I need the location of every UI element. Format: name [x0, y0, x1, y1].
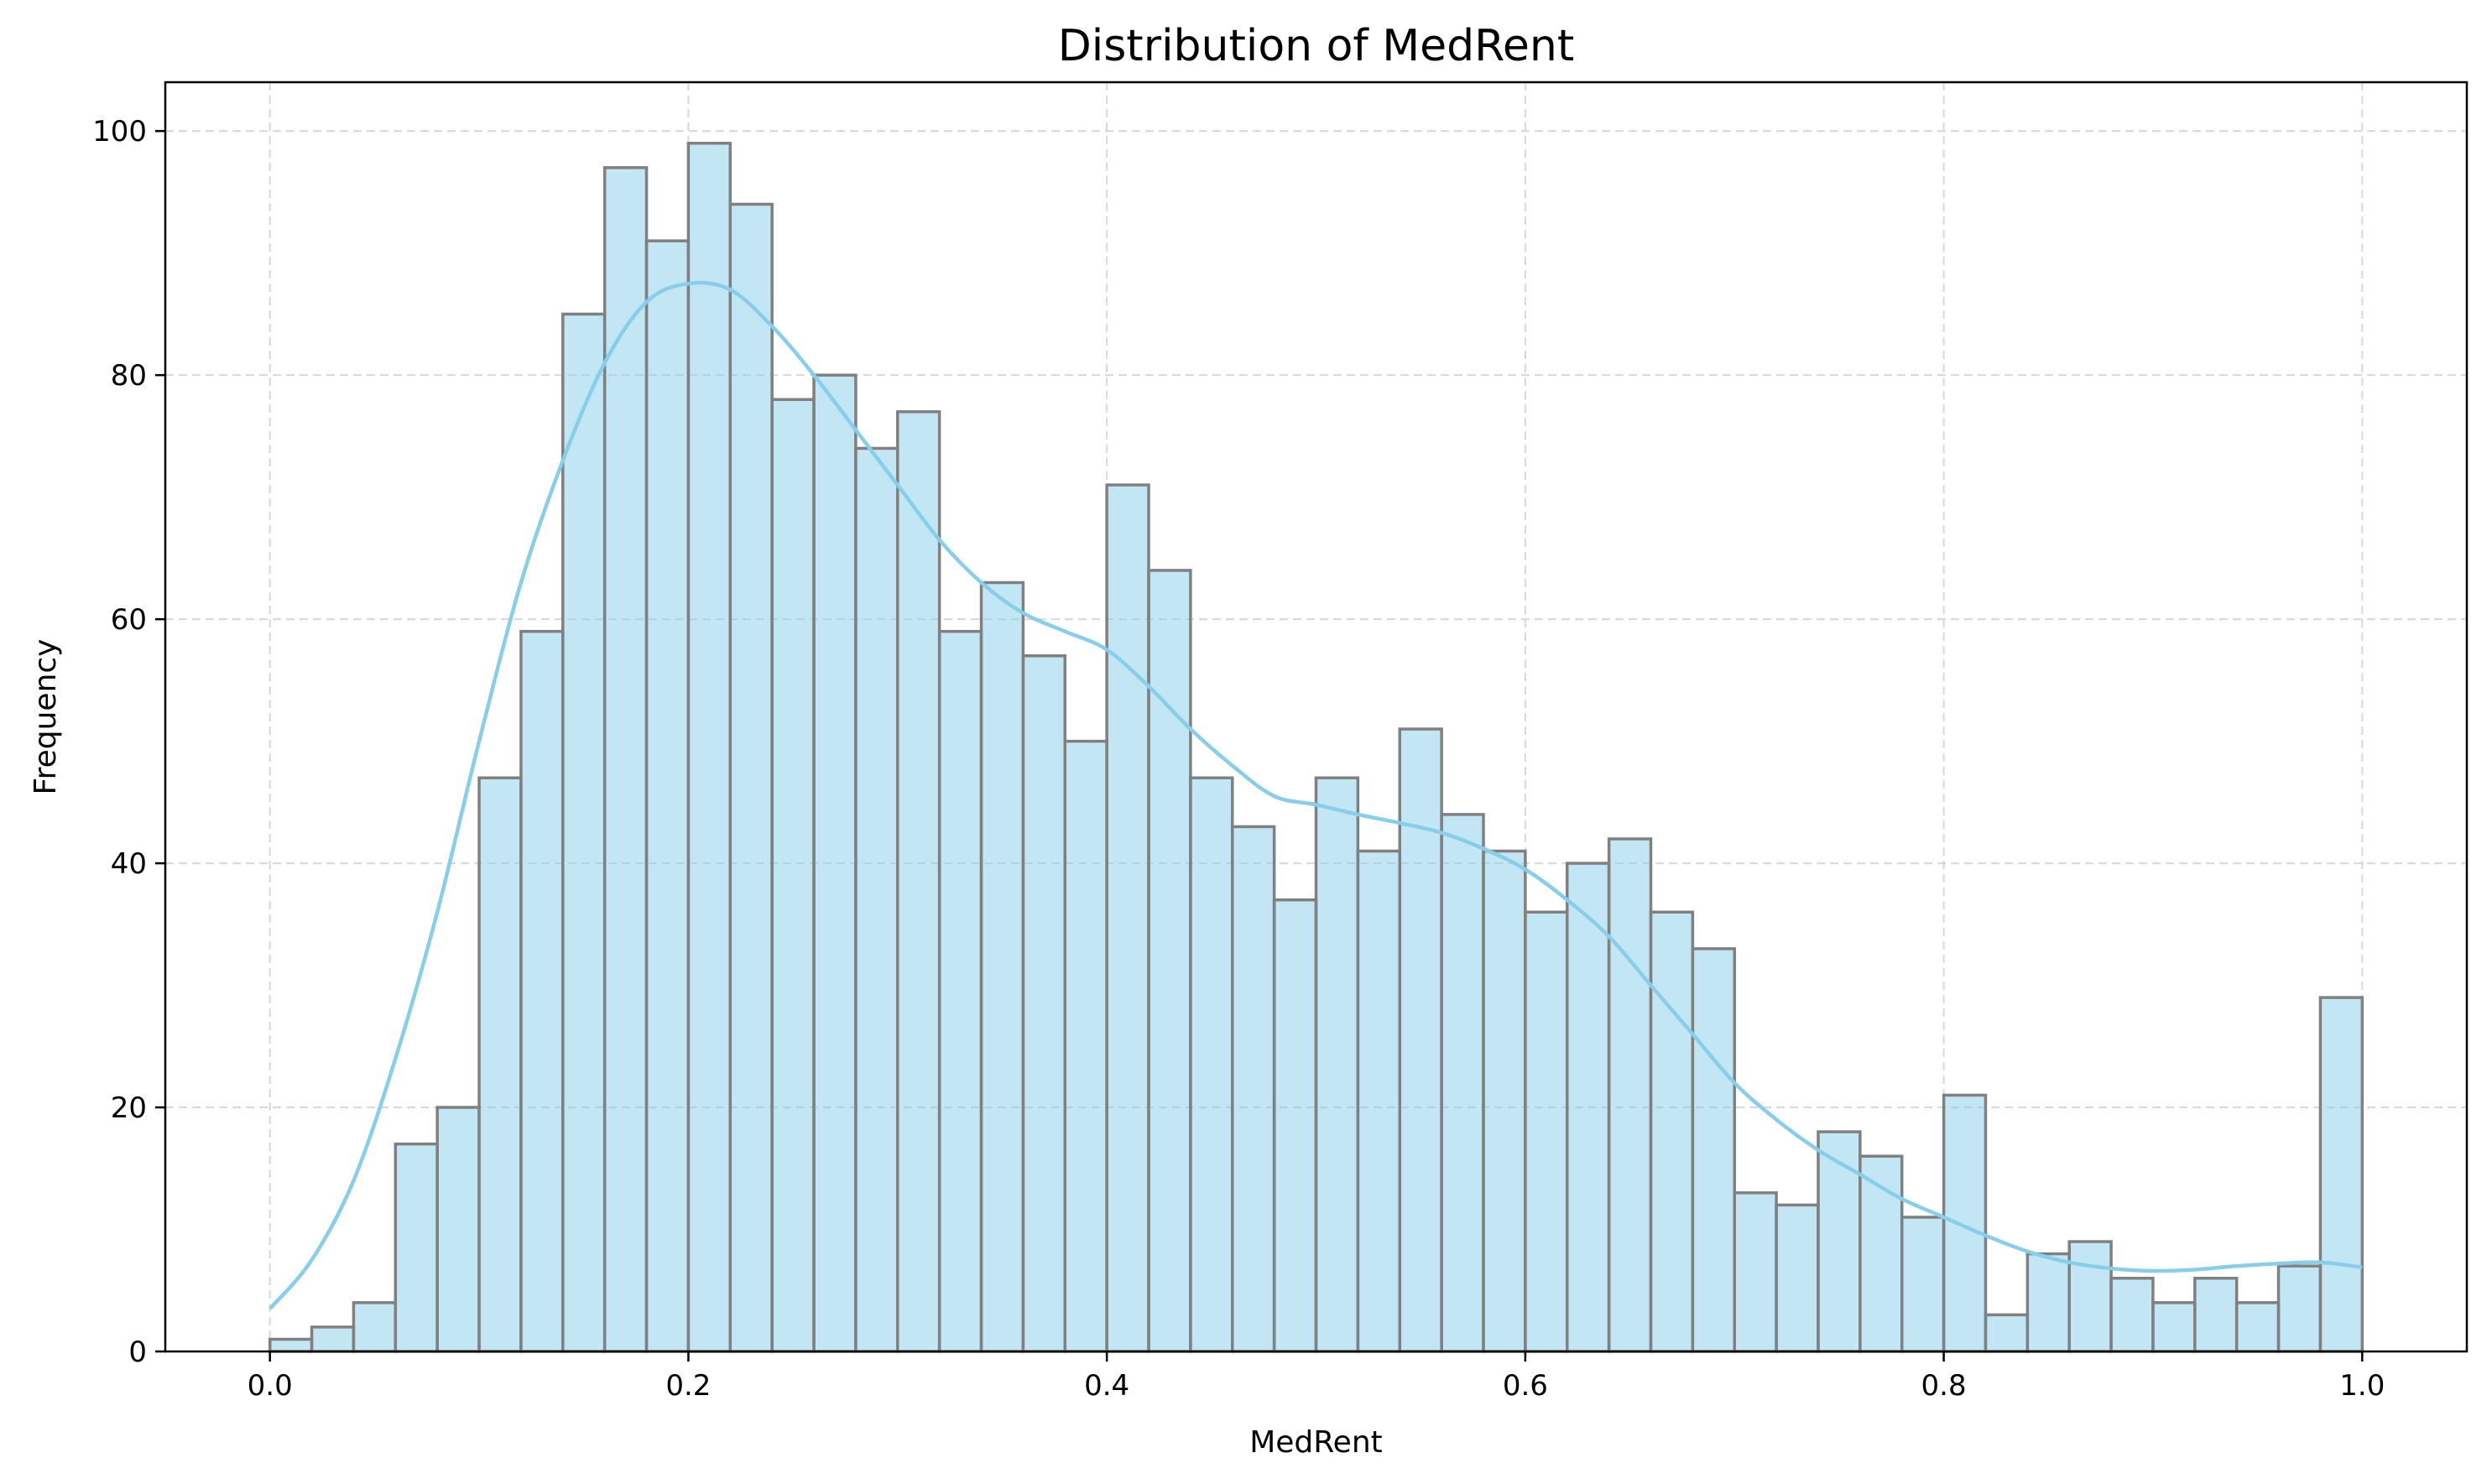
kde-curve [268, 280, 2363, 1310]
histogram-bar-29 [1482, 849, 1527, 1353]
x-axis-label: MedRent [1249, 1425, 1383, 1460]
histogram-bar-4 [435, 1106, 481, 1353]
histogram-bar-7 [561, 312, 607, 1353]
histogram-bar-36 [1775, 1203, 1820, 1353]
histogram-bar-47 [2234, 1301, 2281, 1353]
histogram-bar-22 [1189, 776, 1234, 1353]
histogram-bar-17 [979, 581, 1025, 1353]
histogram-bar-16 [937, 629, 983, 1353]
histogram-bar-6 [519, 629, 565, 1353]
chart-title: Distribution of MedRent [1058, 21, 1575, 71]
histogram-bar-14 [854, 446, 899, 1353]
histogram-bar-0 [268, 1337, 314, 1353]
x-tick-label-3: 0.6 [1503, 1369, 1548, 1403]
histogram-bar-24 [1272, 898, 1318, 1353]
y-tick-label-4: 80 [111, 359, 147, 393]
histogram-bar-23 [1231, 825, 1276, 1353]
histogram-bar-48 [2276, 1264, 2323, 1353]
histogram-bar-41 [1984, 1313, 2030, 1353]
histogram-bar-27 [1398, 727, 1443, 1353]
y-tick-label-2: 40 [111, 847, 147, 881]
x-tick-label-4: 0.8 [1921, 1369, 1967, 1403]
histogram-bar-5 [477, 776, 523, 1353]
histogram-bar-45 [2151, 1301, 2197, 1353]
histogram-bar-20 [1105, 483, 1150, 1353]
histogram-bar-49 [2318, 996, 2364, 1353]
histogram-bar-40 [1942, 1093, 1988, 1353]
histogram-bar-46 [2193, 1276, 2239, 1353]
histogram-bar-44 [2109, 1276, 2155, 1353]
y-axis-label: Frequency [29, 639, 63, 795]
histogram-bar-21 [1147, 569, 1192, 1353]
histogram-bar-30 [1524, 910, 1569, 1353]
y-tick-label-5: 100 [92, 115, 147, 148]
x-tick-label-2: 0.4 [1084, 1369, 1129, 1403]
x-tick-label-1: 0.2 [665, 1369, 711, 1403]
plot-frame [164, 81, 2469, 1353]
histogram-bar-42 [2025, 1252, 2071, 1353]
histogram-bar-19 [1063, 739, 1108, 1353]
y-axis-ticks: 0 20 40 60 80 100 [92, 115, 165, 1369]
histogram-bar-43 [2067, 1240, 2113, 1353]
y-tick-label-0: 0 [128, 1336, 147, 1369]
x-tick-label-5: 1.0 [2339, 1369, 2385, 1403]
histogram-bar-18 [1021, 654, 1067, 1353]
histogram-bar-11 [728, 202, 774, 1353]
histogram-bar-39 [1900, 1216, 1946, 1353]
histogram-bar-9 [644, 239, 691, 1353]
histogram-bar-26 [1356, 849, 1401, 1353]
x-axis-ticks: 0.0 0.2 0.4 0.6 0.8 1.0 [248, 1351, 2385, 1403]
histogram-bar-10 [686, 141, 732, 1353]
histogram-bar-8 [602, 166, 649, 1353]
histogram-bar-2 [352, 1301, 398, 1353]
histogram-bar-1 [310, 1325, 356, 1353]
histogram-bar-33 [1649, 910, 1695, 1353]
histogram-bar-32 [1607, 837, 1653, 1353]
histogram-bars [268, 141, 2364, 1353]
y-tick-label-1: 20 [111, 1091, 147, 1125]
histogram-bar-12 [770, 398, 816, 1353]
histogram-bar-15 [896, 410, 941, 1353]
histogram-bar-34 [1691, 947, 1736, 1353]
x-tick-label-0: 0.0 [248, 1369, 293, 1403]
histogram-bar-3 [394, 1142, 439, 1353]
histogram-bar-28 [1440, 813, 1485, 1353]
histogram-bar-13 [812, 373, 858, 1353]
y-tick-label-3: 60 [111, 603, 147, 637]
histogram-bar-31 [1565, 862, 1611, 1353]
histogram-bar-25 [1314, 776, 1360, 1353]
histogram-bar-35 [1733, 1191, 1778, 1353]
